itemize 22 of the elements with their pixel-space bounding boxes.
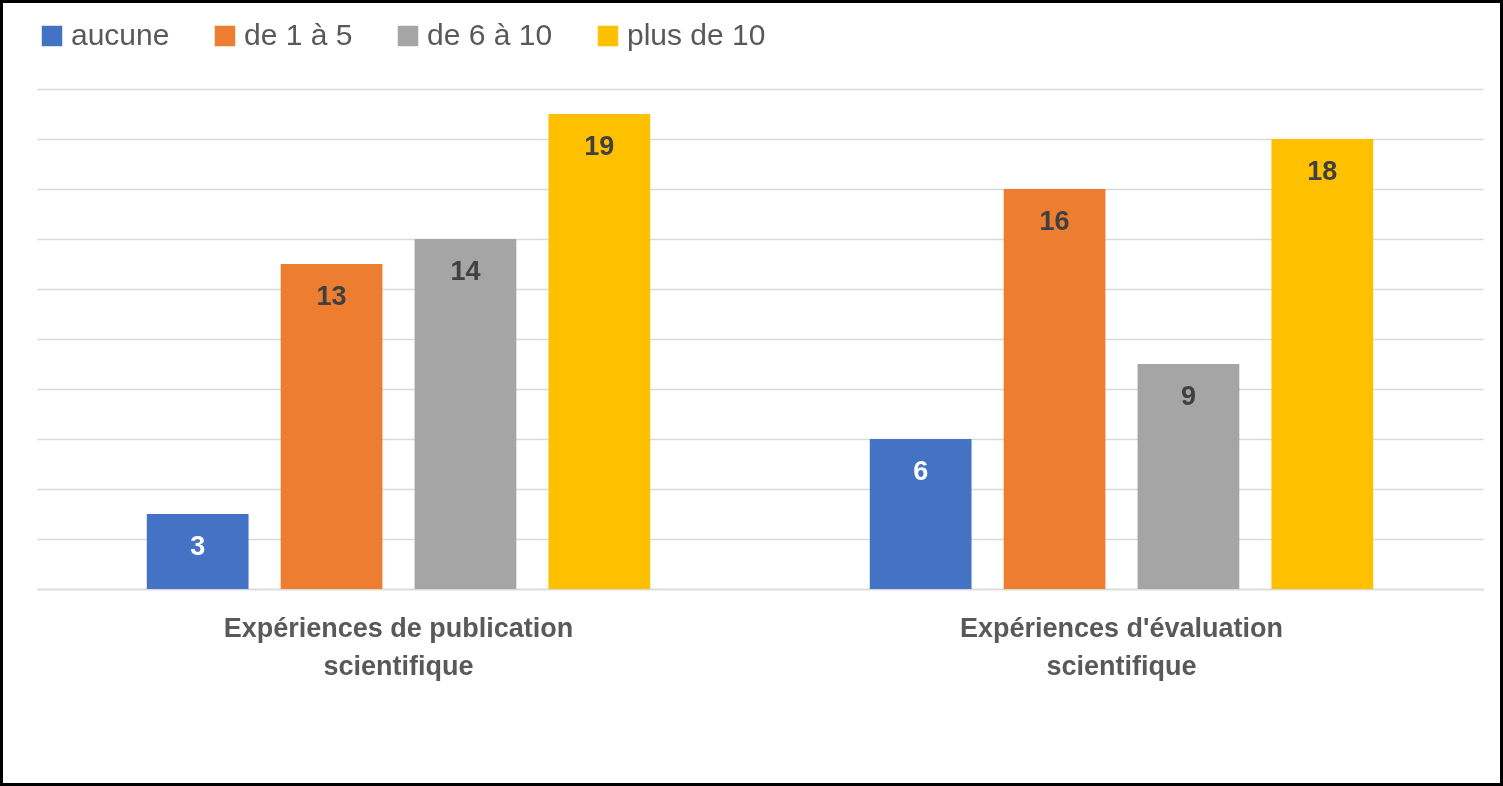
data-label: 6 — [913, 456, 929, 486]
bar — [146, 514, 249, 589]
data-label: 19 — [584, 131, 615, 161]
x-tick-label: Expériences de publication scientifique — [223, 612, 574, 681]
bar — [869, 439, 972, 589]
legend-label: aucune — [71, 18, 170, 51]
legend-label: de 6 à 10 — [427, 18, 553, 51]
bar — [548, 114, 651, 589]
data-label: 16 — [1039, 206, 1070, 236]
data-label: 3 — [190, 531, 206, 561]
bar — [1003, 189, 1106, 589]
bar — [414, 239, 517, 589]
legend-label: plus de 10 — [627, 18, 766, 51]
data-label: 13 — [316, 281, 347, 311]
bar — [280, 264, 383, 589]
legend-label: de 1 à 5 — [244, 18, 353, 51]
bar — [1271, 139, 1374, 589]
x-tick-label: Expériences d'évaluation scientifique — [959, 612, 1284, 681]
data-label: 9 — [1180, 381, 1196, 411]
data-label: 14 — [450, 256, 481, 286]
data-label: 18 — [1307, 156, 1338, 186]
bar — [1137, 364, 1240, 589]
